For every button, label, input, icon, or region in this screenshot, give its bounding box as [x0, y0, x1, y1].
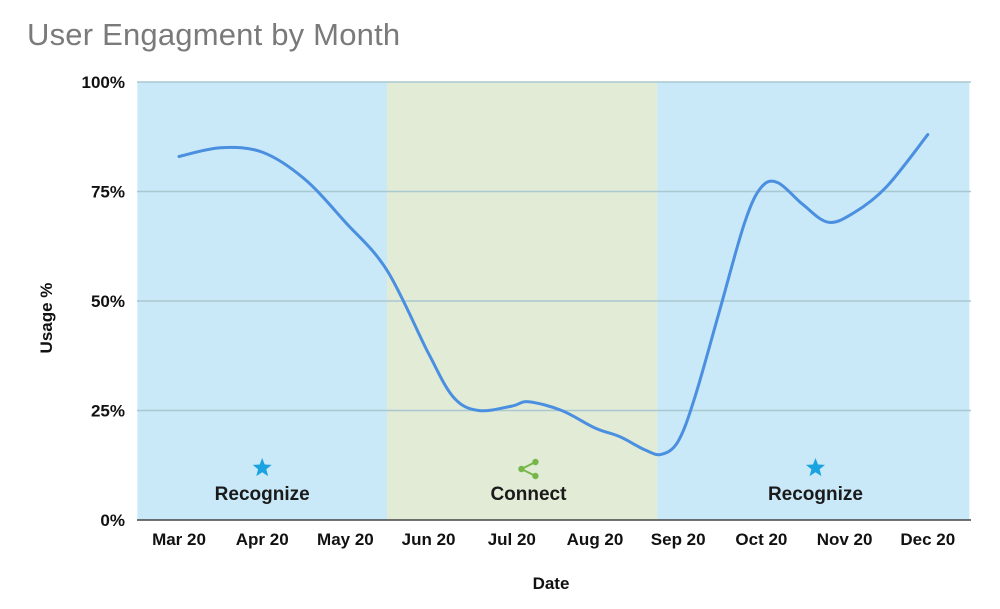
y-axis-title: Usage % [37, 283, 56, 354]
x-tick-label: Aug 20 [567, 530, 624, 549]
x-tick-label: Mar 20 [152, 530, 206, 549]
x-tick-label: Nov 20 [817, 530, 873, 549]
x-axis-title: Date [533, 574, 570, 593]
series-line-0 [177, 133, 930, 457]
labels-layer: 0% 25% 50% 75% 100% Mar 20 Apr 20 May 20 Jun 20 J… [82, 73, 956, 549]
star-icon [806, 458, 825, 477]
y-tick-label: 0% [100, 511, 125, 530]
y-tick-label: 25% [91, 402, 125, 421]
y-tick-label: 75% [91, 183, 125, 202]
line-layer [177, 133, 930, 457]
x-tick-label: Sep 20 [651, 530, 706, 549]
x-tick-label: May 20 [317, 530, 374, 549]
y-tick-label: 50% [91, 292, 125, 311]
chart-title: User Engagment by Month [27, 17, 401, 52]
y-tick-label: 100% [82, 73, 125, 92]
grid-layer [137, 81, 971, 521]
region-label: Recognize [768, 484, 863, 505]
x-tick-label: Jun 20 [402, 530, 456, 549]
region-label: Recognize [215, 484, 310, 505]
star-icon [252, 458, 272, 477]
x-tick-label: Apr 20 [236, 530, 289, 549]
share-icon [518, 458, 539, 480]
x-tick-label: Dec 20 [900, 530, 955, 549]
x-tick-label: Jul 20 [488, 530, 536, 549]
x-tick-label: Oct 20 [735, 530, 787, 549]
region-label: Connect [490, 484, 567, 505]
